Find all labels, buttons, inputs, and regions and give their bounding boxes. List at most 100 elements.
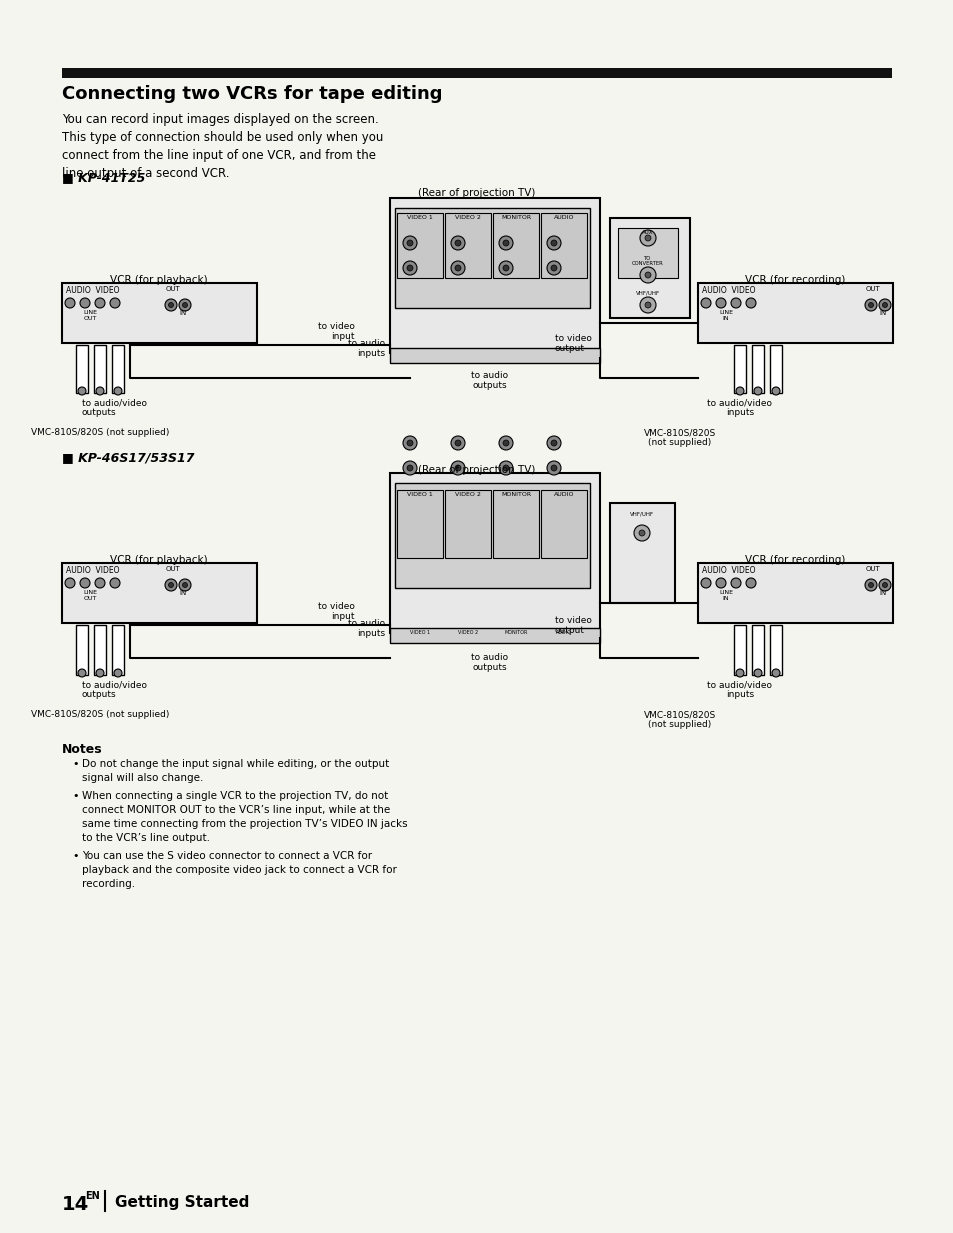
Circle shape (644, 272, 650, 277)
Circle shape (165, 298, 177, 311)
Text: ■ KP-41T25: ■ KP-41T25 (62, 171, 145, 184)
Text: VCR (for playback): VCR (for playback) (111, 555, 208, 565)
Text: You can record input images displayed on the screen.
This type of connection sho: You can record input images displayed on… (62, 113, 383, 180)
Text: VHF/UHF: VHF/UHF (629, 510, 654, 515)
Text: VIDEO 2: VIDEO 2 (457, 630, 477, 635)
Circle shape (451, 436, 464, 450)
Circle shape (882, 302, 886, 307)
Circle shape (96, 670, 104, 677)
Circle shape (878, 580, 890, 591)
Circle shape (639, 530, 644, 536)
Circle shape (771, 670, 780, 677)
Text: to audio/video
inputs: to audio/video inputs (707, 398, 772, 418)
Circle shape (169, 582, 173, 587)
Circle shape (700, 298, 710, 308)
Circle shape (402, 436, 416, 450)
Bar (444, 490, 491, 559)
Text: MONITOR: MONITOR (504, 630, 527, 635)
Text: (Rear of projection TV): (Rear of projection TV) (417, 465, 536, 475)
Text: You can use the S video connector to connect a VCR for
playback and the composit: You can use the S video connector to con… (82, 851, 396, 889)
Text: 14: 14 (62, 1195, 90, 1215)
Bar (769, 625, 781, 674)
Text: IN: IN (179, 591, 187, 596)
Circle shape (407, 240, 413, 247)
Bar (769, 345, 781, 393)
Circle shape (498, 236, 513, 250)
Bar (396, 490, 442, 559)
Circle shape (878, 298, 890, 311)
Circle shape (407, 265, 413, 271)
Circle shape (110, 298, 120, 308)
Bar (493, 213, 538, 277)
Text: EN: EN (85, 1191, 100, 1201)
Circle shape (546, 261, 560, 275)
Circle shape (96, 387, 104, 395)
Bar (390, 348, 599, 363)
Text: VCR (for playback): VCR (for playback) (111, 275, 208, 285)
Bar (94, 625, 106, 674)
Text: When connecting a single VCR to the projection TV, do not
connect MONITOR OUT to: When connecting a single VCR to the proj… (82, 792, 407, 843)
Bar (396, 213, 442, 277)
Text: IN: IN (179, 309, 187, 316)
Circle shape (95, 578, 105, 588)
Circle shape (716, 298, 725, 308)
Text: MONITOR: MONITOR (500, 492, 531, 497)
Circle shape (65, 578, 75, 588)
Circle shape (644, 236, 650, 240)
Circle shape (95, 298, 105, 308)
Circle shape (502, 465, 509, 471)
Text: to audio/video
outputs: to audio/video outputs (82, 681, 147, 699)
Text: Getting Started: Getting Started (115, 1195, 249, 1210)
Circle shape (455, 465, 460, 471)
Bar (444, 213, 491, 277)
Text: (Rear of projection TV): (Rear of projection TV) (417, 187, 536, 199)
Circle shape (78, 387, 86, 395)
Circle shape (179, 580, 191, 591)
Circle shape (882, 582, 886, 587)
Text: LINE
OUT: LINE OUT (83, 309, 97, 321)
Circle shape (402, 261, 416, 275)
Circle shape (169, 302, 173, 307)
Text: OUT: OUT (166, 566, 180, 572)
Text: ■ KP-46S17/53S17: ■ KP-46S17/53S17 (62, 451, 194, 464)
Bar (733, 625, 745, 674)
Bar (540, 213, 586, 277)
Circle shape (639, 231, 656, 247)
Circle shape (551, 465, 557, 471)
Circle shape (451, 461, 464, 475)
Bar (609, 218, 689, 318)
Text: to audio
outputs: to audio outputs (471, 653, 508, 672)
Text: AUDIO  VIDEO: AUDIO VIDEO (66, 566, 119, 575)
Circle shape (502, 265, 509, 271)
Text: VIDEO 1: VIDEO 1 (407, 215, 433, 219)
Text: to audio/video
outputs: to audio/video outputs (82, 398, 147, 418)
Circle shape (716, 578, 725, 588)
Text: Connecting two VCRs for tape editing: Connecting two VCRs for tape editing (62, 85, 442, 104)
Circle shape (864, 580, 876, 591)
Text: to video
output: to video output (555, 334, 591, 353)
Text: OUT: OUT (166, 286, 180, 292)
Text: VCR (for recording): VCR (for recording) (744, 555, 844, 565)
Text: AUX: AUX (641, 231, 653, 236)
Circle shape (771, 387, 780, 395)
Circle shape (700, 578, 710, 588)
Bar (112, 345, 124, 393)
Circle shape (546, 236, 560, 250)
Circle shape (451, 261, 464, 275)
Circle shape (551, 265, 557, 271)
Circle shape (639, 297, 656, 313)
Circle shape (455, 265, 460, 271)
Circle shape (498, 461, 513, 475)
Circle shape (498, 261, 513, 275)
Bar (62, 68, 891, 78)
Text: to audio
inputs: to audio inputs (348, 619, 385, 637)
Text: VIDEO 2: VIDEO 2 (455, 492, 480, 497)
Text: IN: IN (879, 591, 885, 596)
Bar (94, 345, 106, 393)
Text: VHF/UHF: VHF/UHF (636, 291, 659, 296)
Text: MONITOR: MONITOR (500, 215, 531, 219)
Circle shape (546, 461, 560, 475)
Circle shape (455, 440, 460, 446)
Bar (112, 625, 124, 674)
Circle shape (455, 240, 460, 247)
